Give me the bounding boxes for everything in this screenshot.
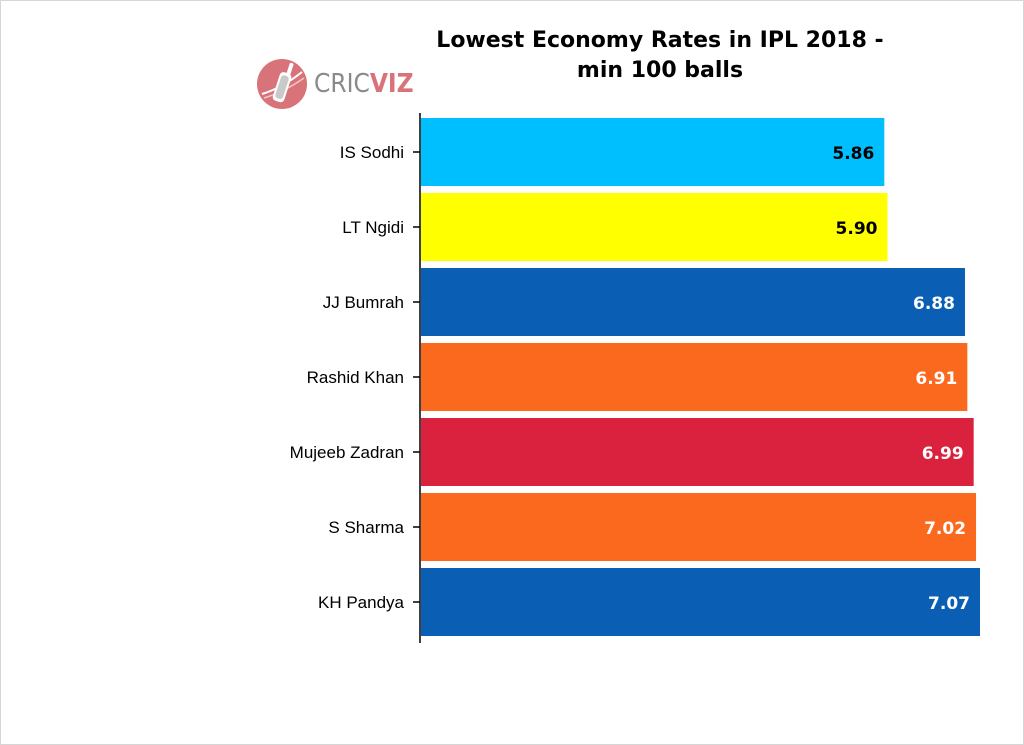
value-label: 5.90 [836, 219, 878, 239]
bar-lt-ngidi [421, 193, 888, 261]
category-label: Mujeeb Zadran [290, 443, 404, 462]
value-label: 6.88 [913, 294, 955, 314]
category-label: Rashid Khan [307, 368, 404, 387]
value-label: 7.07 [928, 594, 970, 614]
chart-title-line-2: min 100 balls [576, 58, 744, 83]
category-label: LT Ngidi [342, 218, 404, 237]
bar-kh-pandya [421, 568, 980, 636]
category-label: S Sharma [328, 518, 404, 537]
logo-text-viz: VIZ [369, 69, 414, 99]
bar-rashid-khan [421, 343, 968, 411]
cricviz-logo: CRICVIZ [256, 56, 414, 112]
category-label: KH Pandya [318, 593, 405, 612]
value-label: 7.02 [924, 519, 966, 539]
logo-wordmark: CRICVIZ [314, 71, 414, 97]
bar-jj-bumrah [421, 268, 965, 336]
bar-s-sharma [421, 493, 977, 561]
value-label: 6.91 [915, 369, 957, 389]
cricket-bat-icon [257, 59, 307, 109]
chart-title-line-1: Lowest Economy Rates in IPL 2018 - [436, 28, 884, 53]
category-label: JJ Bumrah [323, 293, 404, 312]
bar-mujeeb-zadran [421, 418, 974, 486]
chart-title: Lowest Economy Rates in IPL 2018 - min 1… [380, 26, 940, 86]
value-label: 6.99 [922, 444, 964, 464]
bar-is-sodhi [421, 118, 885, 186]
logo-text-cric: CRIC [314, 69, 370, 99]
category-label: IS Sodhi [340, 143, 404, 162]
value-label: 5.86 [832, 144, 874, 164]
